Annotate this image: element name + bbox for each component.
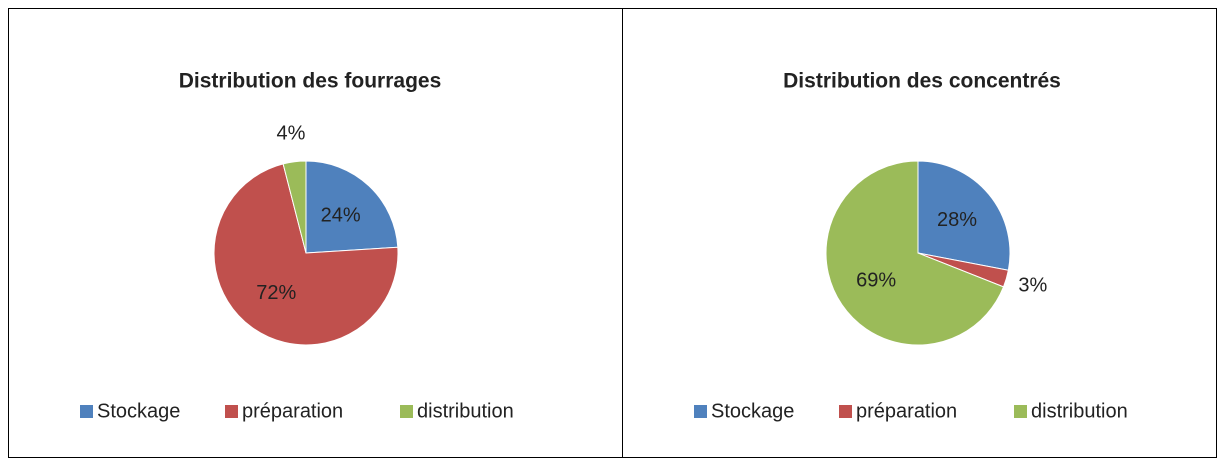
chart-title: Distribution des concentrés	[783, 70, 1061, 93]
pie-slice	[917, 160, 1011, 271]
frame	[8, 8, 1217, 458]
legend-label: préparation	[242, 400, 343, 422]
legend-label: préparation	[856, 400, 957, 422]
legend-swatch	[400, 405, 413, 418]
legend-swatch	[80, 405, 93, 418]
data-label: 24%	[321, 204, 361, 226]
pie-slice	[282, 160, 307, 254]
pie-slice	[305, 160, 399, 254]
legend-label: distribution	[1031, 400, 1128, 422]
data-label: 4%	[277, 123, 306, 145]
data-label: 72%	[256, 282, 296, 304]
legend-label: Stockage	[97, 400, 180, 422]
data-label: 3%	[1018, 275, 1047, 297]
legend-swatch	[694, 405, 707, 418]
legend-label: Stockage	[711, 400, 794, 422]
legend-swatch	[225, 405, 238, 418]
legend-swatch	[839, 405, 852, 418]
data-label: 69%	[856, 270, 896, 292]
chart-title: Distribution des fourrages	[179, 70, 442, 93]
pie-slice	[213, 163, 399, 346]
data-label: 28%	[937, 209, 977, 231]
legend-label: distribution	[417, 400, 514, 422]
pie-slice	[825, 160, 1005, 346]
legend-swatch	[1014, 405, 1027, 418]
